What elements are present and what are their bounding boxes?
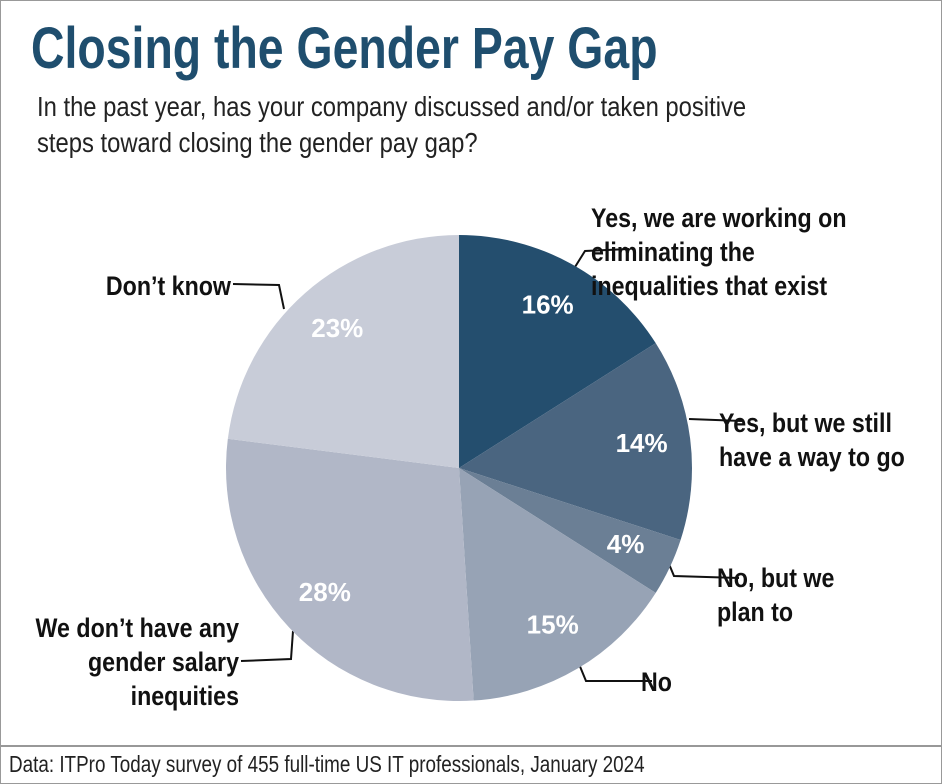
value-label: 23% [311, 313, 363, 343]
pie-slice [459, 235, 656, 468]
pie-slice [227, 235, 459, 468]
source-note: Data: ITPro Today survey of 455 full-tim… [9, 751, 645, 777]
value-label: 4% [607, 529, 645, 559]
leader-line [688, 418, 743, 422]
pie-slice [459, 468, 681, 593]
slice-label: We don’t have any gender salary inequiti… [35, 613, 239, 711]
slice-label: Yes, we are working on eliminating the i… [591, 203, 847, 301]
slice-label: No, but we plan to [717, 563, 835, 627]
leader-line [578, 663, 652, 682]
pie-slice [226, 438, 474, 701]
value-label: 16% [522, 290, 574, 320]
slice-label: Don’t know [105, 271, 231, 301]
value-label: 28% [299, 577, 351, 607]
pie-slice [459, 468, 656, 701]
value-label: 15% [527, 609, 579, 639]
chart-title: Closing the Gender Pay Gap [31, 16, 658, 81]
pie-slice [459, 343, 692, 541]
leader-line [240, 630, 294, 662]
leader-line [668, 563, 740, 579]
value-label: 14% [616, 428, 668, 458]
leader-line [232, 283, 285, 310]
slice-label: No [641, 667, 672, 697]
leader-line [574, 248, 630, 268]
slice-label: Yes, but we still have a way to go [719, 408, 905, 472]
chart-subtitle: In the past year, has your company discu… [37, 91, 747, 158]
